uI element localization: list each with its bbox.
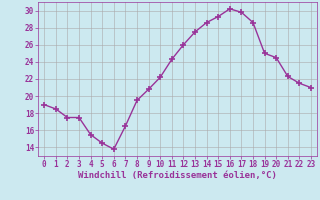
X-axis label: Windchill (Refroidissement éolien,°C): Windchill (Refroidissement éolien,°C) <box>78 171 277 180</box>
